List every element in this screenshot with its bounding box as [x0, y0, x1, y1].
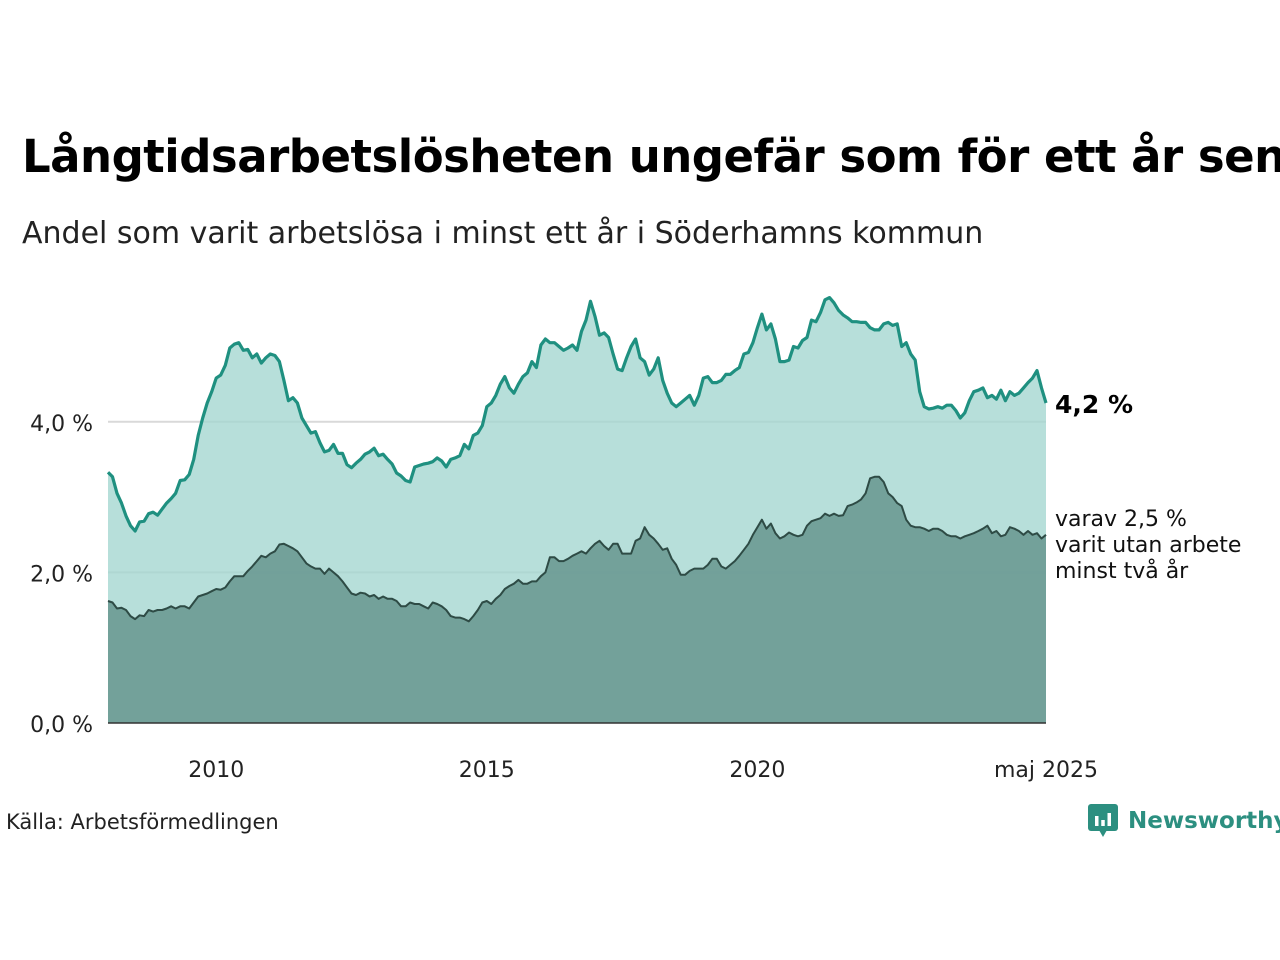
x-tick-label: 2015: [459, 758, 515, 783]
two-year-end-label-line: varit utan arbete: [1055, 533, 1241, 558]
chart-subtitle: Andel som varit arbetslösa i minst ett å…: [22, 216, 984, 251]
line-two_years: [107, 475, 1047, 623]
y-tick-label: 2,0 %: [30, 562, 93, 587]
two-year-end-label-line: varav 2,5 %: [1055, 507, 1187, 532]
bar-chart-speech-bubble-icon: [1088, 804, 1118, 837]
total-end-label: 4,2 %: [1055, 390, 1133, 419]
x-tick-label: maj 2025: [994, 758, 1098, 783]
source-note: Källa: Arbetsförmedlingen: [6, 810, 279, 834]
x-axis: 2010 2015 2020 maj 2025: [108, 722, 1098, 783]
x-tick-label: 2020: [729, 758, 785, 783]
x-tick-label: 2010: [188, 758, 244, 783]
brand-name: Newsworthy: [1128, 808, 1280, 834]
chart-title: Långtidsarbetslösheten ungefär som för e…: [22, 130, 1280, 183]
line-total: [106, 296, 1048, 533]
brand-logo: Newsworthy: [1088, 804, 1280, 838]
y-axis: 0,0 % 2,0 % 4,0 %: [30, 412, 93, 738]
chart-areas: [106, 296, 1048, 723]
area-chart: 0,0 % 2,0 % 4,0 % 2010 2015 2020 maj 2025 4,2…: [30, 296, 1241, 783]
area-two_years: [108, 476, 1046, 723]
y-tick-label: 4,0 %: [30, 412, 93, 437]
two-year-end-label-line: minst två år: [1055, 558, 1189, 584]
y-tick-label: 0,0 %: [30, 713, 93, 738]
